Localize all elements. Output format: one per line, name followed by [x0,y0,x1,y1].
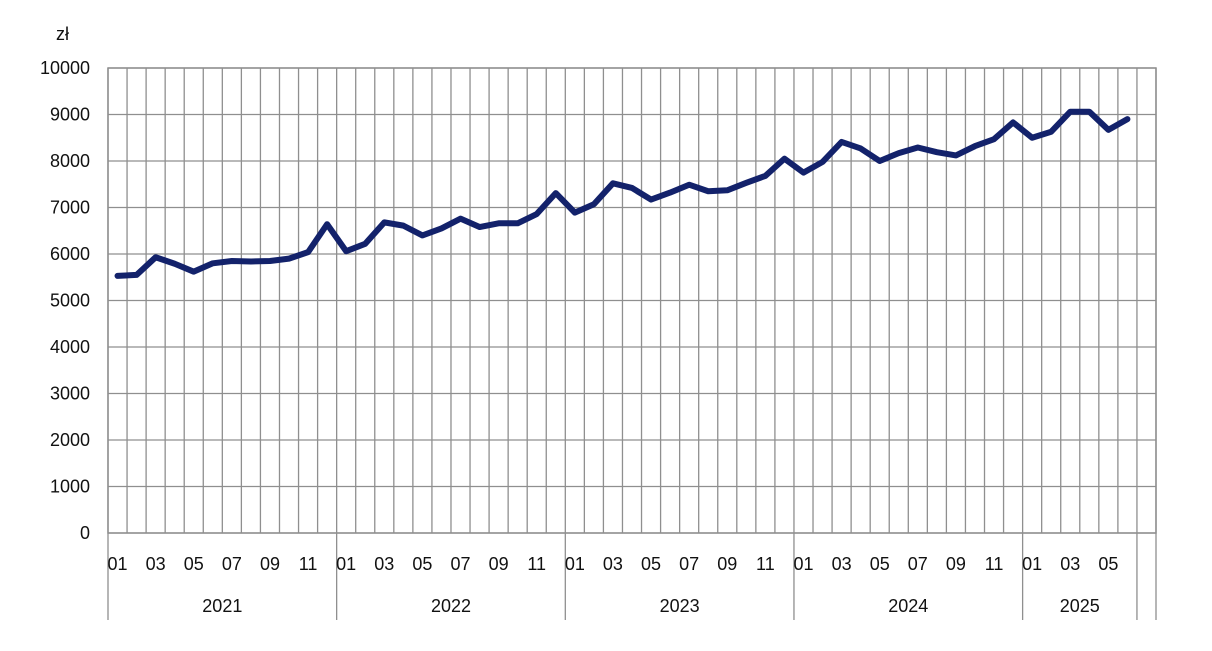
x-month-label: 03 [832,554,852,574]
x-month-label: 01 [793,554,813,574]
x-month-label: 03 [1060,554,1080,574]
plot-frame [107,67,1157,534]
y-tick-label: 10000 [40,58,90,78]
x-year-label: 2023 [660,596,700,616]
y-tick-label: 0 [80,523,90,543]
y-tick-label: 3000 [50,384,90,404]
axes [107,67,1157,620]
y-tick-label: 1000 [50,477,90,497]
series-layer [114,108,1131,279]
x-month-label: 03 [603,554,623,574]
y-tick-label: 8000 [50,151,90,171]
x-year-label: 2022 [431,596,471,616]
x-year-label: 2024 [888,596,928,616]
x-month-label: 05 [1098,554,1118,574]
x-month-label: 03 [146,554,166,574]
y-unit-label: zł [56,24,69,44]
x-month-label: 05 [641,554,661,574]
y-tick-label: 7000 [50,198,90,218]
x-month-label: 01 [565,554,585,574]
x-month-label: 09 [717,554,737,574]
x-month-label: 05 [412,554,432,574]
x-month-label: 07 [679,554,699,574]
y-tick-label: 5000 [50,291,90,311]
x-month-label: 11 [756,554,775,574]
labels: 0 1000 2000 3000 4000 5000 6000 7000 8000 9000 100… [40,24,1118,616]
x-month-label: 03 [374,554,394,574]
y-tick-label: 6000 [50,244,90,264]
x-month-label: 11 [527,554,546,574]
x-month-label: 01 [336,554,356,574]
x-month-label: 05 [184,554,204,574]
x-month-label: 09 [946,554,966,574]
y-tick-label: 2000 [50,430,90,450]
x-month-label: 09 [489,554,509,574]
x-month-label: 09 [260,554,280,574]
y-tick-label: 9000 [50,105,90,125]
x-month-label: 07 [908,554,928,574]
x-month-label: 11 [299,554,318,574]
x-year-label: 2021 [202,596,242,616]
y-tick-label: 4000 [50,337,90,357]
x-month-label: 07 [450,554,470,574]
x-month-label: 05 [870,554,890,574]
x-year-label: 2025 [1060,596,1100,616]
x-month-label: 01 [108,554,128,574]
x-month-label: 11 [985,554,1004,574]
x-month-label: 07 [222,554,242,574]
x-month-label: 01 [1022,554,1042,574]
series-line [114,108,1131,279]
